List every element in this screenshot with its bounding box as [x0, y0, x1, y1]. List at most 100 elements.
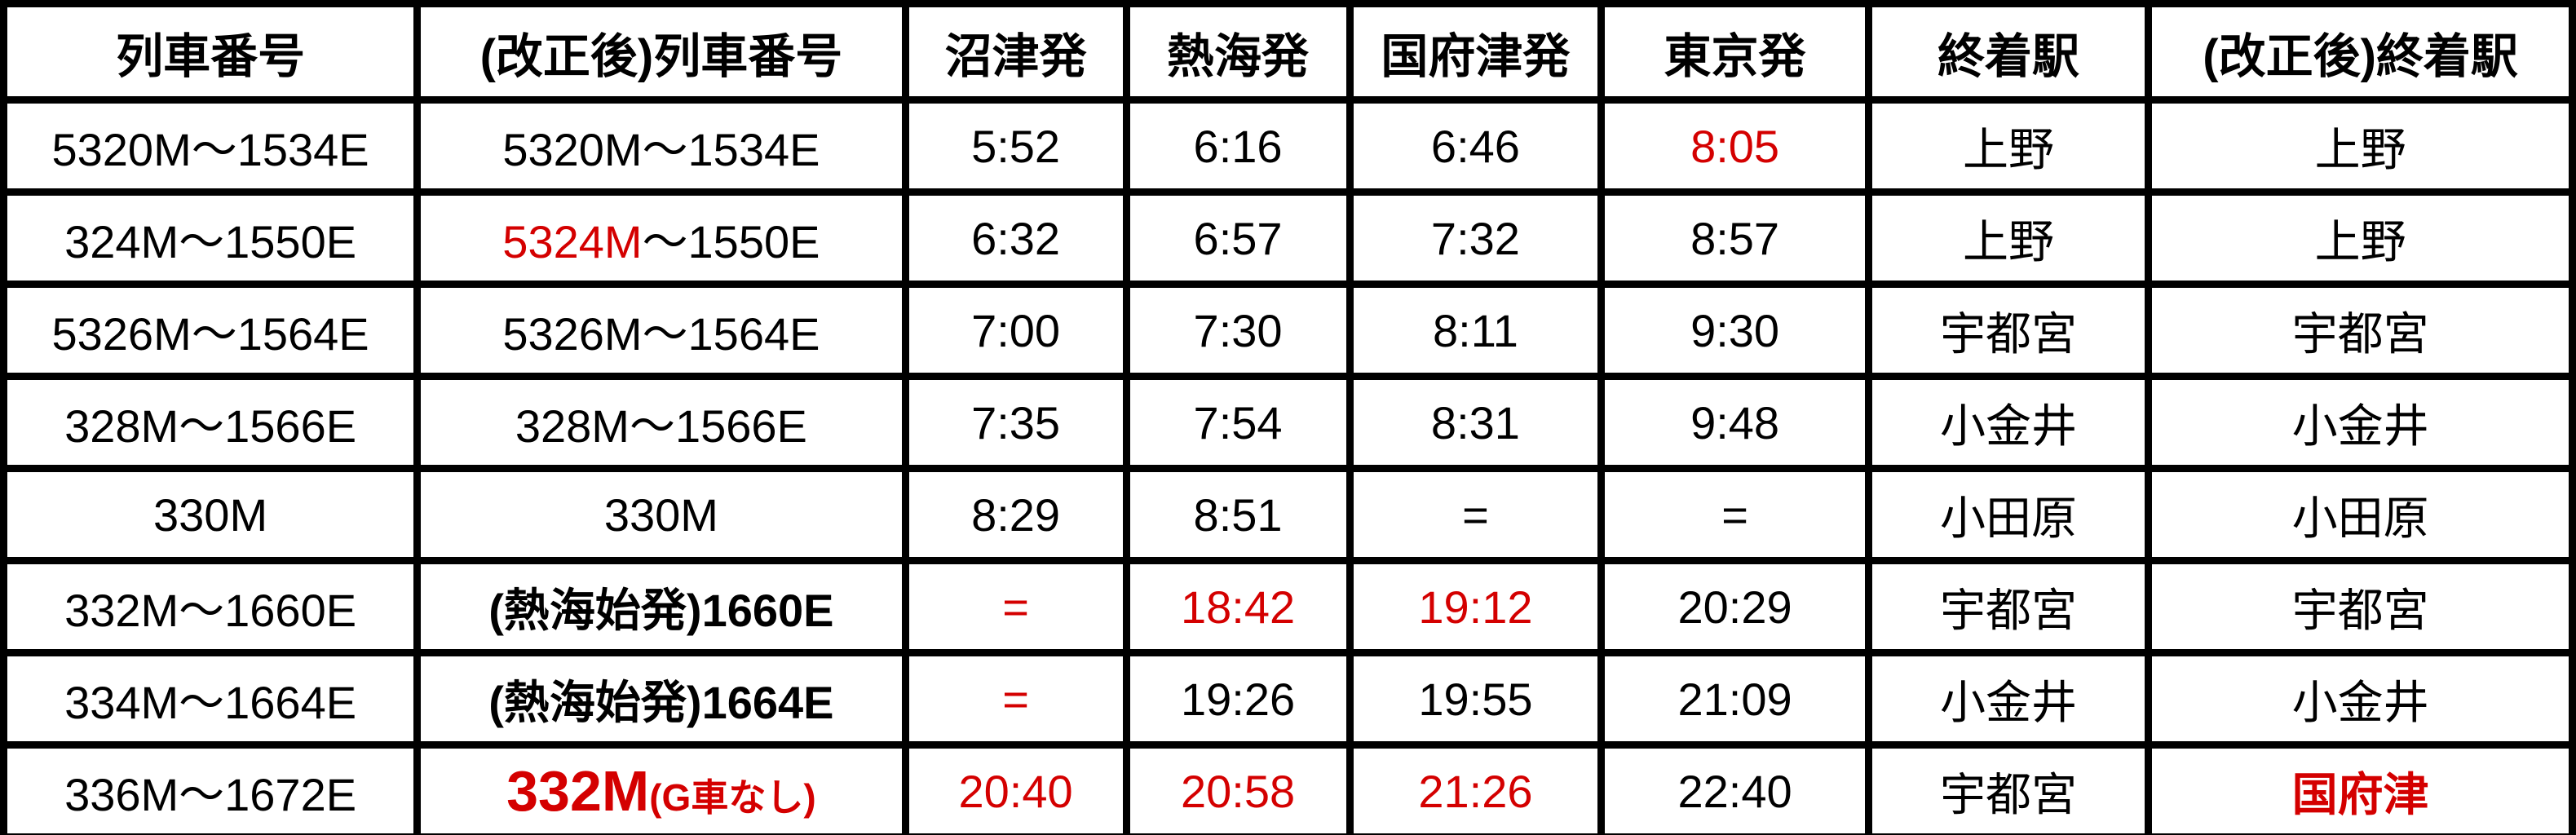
cell-terminal-station: 小金井	[1864, 649, 2153, 749]
cell-kozu-departure: =	[1345, 465, 1606, 564]
cell-terminal-station: 宇都宮	[1864, 557, 2153, 656]
cell-text: 上野	[2314, 215, 2406, 267]
header-numazu-departure: 沼津発	[901, 0, 1130, 104]
cell-text: 5326M～1564E	[51, 307, 369, 360]
header-atami-departure: 熱海発	[1122, 0, 1354, 104]
timetable-body: 5320M～1534E 5320M～1534E 5:52 6:16 6:46 8:05 上野…	[0, 96, 2576, 835]
cell-train-number: 324M～1550E	[0, 188, 422, 288]
cell-tokyo-departure: 22:40	[1597, 741, 1872, 835]
cell-revised-train-number: 328M～1566E	[413, 373, 909, 472]
cell-atami-departure: 20:58	[1122, 741, 1354, 835]
cell-text: 8:51	[1193, 488, 1283, 541]
cell-atami-departure: 7:54	[1122, 373, 1354, 472]
cell-text: 上野	[2314, 123, 2406, 175]
cell-text: 22:40	[1677, 765, 1792, 817]
cell-text: 小金井	[1940, 400, 2078, 452]
cell-atami-departure: 6:57	[1122, 188, 1354, 288]
cell-atami-departure: 6:16	[1122, 96, 1354, 196]
timetable-head: 列車番号 (改正後)列車番号 沼津発 熱海発 国府津発 東京発 終着駅 (改正後)終着駅	[0, 0, 2576, 104]
cell-terminal-station: 宇都宮	[1864, 281, 2153, 380]
table-row: 324M～1550E 5324M～1550E 6:32 6:57 7:32 8:57 上野 上…	[0, 188, 2576, 288]
cell-text: 336M～1672E	[64, 768, 357, 820]
cell-text: 18:42	[1180, 581, 1296, 633]
cell-text: 8:29	[971, 488, 1061, 541]
cell-text: 20:29	[1677, 581, 1792, 633]
cell-numazu-departure: 7:00	[901, 281, 1130, 380]
cell-tokyo-departure: 8:57	[1597, 188, 1872, 288]
cell-text: 330M	[153, 488, 268, 541]
cell-tokyo-departure: 9:48	[1597, 373, 1872, 472]
cell-tokyo-departure: 20:29	[1597, 557, 1872, 656]
cell-text: 小田原	[2291, 492, 2429, 544]
cell-atami-departure: 18:42	[1122, 557, 1354, 656]
cell-text: 小金井	[2291, 676, 2429, 728]
cell-text: 19:12	[1418, 581, 1533, 633]
cell-text: 9:30	[1690, 304, 1780, 356]
cell-revised-terminal-station: 宇都宮	[2145, 557, 2576, 656]
header-tokyo-departure: 東京発	[1597, 0, 1872, 104]
cell-numazu-departure: =	[901, 649, 1130, 749]
cell-atami-departure: 19:26	[1122, 649, 1354, 749]
cell-revised-train-number: 5324M～1550E	[413, 188, 909, 288]
table-row: 330M 330M 8:29 8:51 = = 小田原 小田原	[0, 465, 2576, 564]
cell-text: 7:32	[1430, 212, 1520, 264]
table-row: 334M～1664E (熱海始発)1664E = 19:26 19:55 21:09 小金井…	[0, 649, 2576, 749]
cell-text: =	[1721, 488, 1748, 541]
cell-revised-train-number: 332M(G車なし)	[413, 741, 909, 835]
table-row: 5320M～1534E 5320M～1534E 5:52 6:16 6:46 8:05 上野…	[0, 96, 2576, 196]
cell-revised-train-number: 5320M～1534E	[413, 96, 909, 196]
cell-text: 20:40	[958, 765, 1073, 817]
cell-text: 19:26	[1180, 673, 1296, 725]
cell-kozu-departure: 8:31	[1345, 373, 1606, 472]
cell-revised-terminal-station: 上野	[2145, 96, 2576, 196]
cell-numazu-departure: 6:32	[901, 188, 1130, 288]
cell-tokyo-departure: 21:09	[1597, 649, 1872, 749]
cell-train-number: 328M～1566E	[0, 373, 422, 472]
cell-tokyo-departure: 8:05	[1597, 96, 1872, 196]
cell-text: 宇都宮	[1940, 584, 2078, 636]
table-row: 332M～1660E (熱海始発)1660E = 18:42 19:12 20:29 宇都宮…	[0, 557, 2576, 656]
cell-text: 332M～1660E	[64, 584, 357, 636]
cell-revised-terminal-station: 小田原	[2145, 465, 2576, 564]
cell-text: 6:16	[1193, 120, 1283, 172]
cell-revised-train-number: (熱海始発)1664E	[413, 649, 909, 749]
table-row: 328M～1566E 328M～1566E 7:35 7:54 8:31 9:48 小金井 小…	[0, 373, 2576, 472]
cell-train-number: 5320M～1534E	[0, 96, 422, 196]
cell-train-number: 330M	[0, 465, 422, 564]
cell-text: 宇都宮	[2291, 584, 2429, 636]
cell-kozu-departure: 21:26	[1345, 741, 1606, 835]
cell-train-number: 334M～1664E	[0, 649, 422, 749]
cell-train-number: 332M～1660E	[0, 557, 422, 656]
cell-kozu-departure: 7:32	[1345, 188, 1606, 288]
cell-kozu-departure: 19:12	[1345, 557, 1606, 656]
cell-kozu-departure: 8:11	[1345, 281, 1606, 380]
cell-terminal-station: 上野	[1864, 96, 2153, 196]
cell-text: 国府津	[2291, 768, 2429, 820]
cell-text: 6:32	[971, 212, 1061, 264]
cell-text: 8:11	[1433, 304, 1518, 356]
cell-revised-train-number: 330M	[413, 465, 909, 564]
cell-text: 上野	[1963, 123, 2055, 175]
cell-revised-terminal-station: 国府津	[2145, 741, 2576, 835]
cell-text: ～1550E	[642, 215, 820, 267]
cell-kozu-departure: 19:55	[1345, 649, 1606, 749]
cell-text: 330M	[603, 488, 718, 541]
cell-terminal-station: 小金井	[1864, 373, 2153, 472]
cell-revised-terminal-station: 小金井	[2145, 649, 2576, 749]
cell-text: (熱海始発)1664E	[488, 676, 834, 728]
cell-terminal-station: 小田原	[1864, 465, 2153, 564]
cell-train-number: 336M～1672E	[0, 741, 422, 835]
cell-text: 328M～1566E	[64, 400, 357, 452]
cell-text: =	[1002, 581, 1029, 633]
cell-tokyo-departure: =	[1597, 465, 1872, 564]
cell-text: 5324M	[502, 215, 643, 267]
cell-revised-terminal-station: 宇都宮	[2145, 281, 2576, 380]
cell-text: 小田原	[1940, 492, 2078, 544]
cell-numazu-departure: 20:40	[901, 741, 1130, 835]
cell-tokyo-departure: 9:30	[1597, 281, 1872, 380]
cell-text: 328M～1566E	[515, 400, 807, 452]
header-revised-train-number: (改正後)列車番号	[413, 0, 909, 104]
cell-terminal-station: 宇都宮	[1864, 741, 2153, 835]
cell-text: 宇都宮	[1940, 768, 2078, 820]
cell-numazu-departure: 8:29	[901, 465, 1130, 564]
